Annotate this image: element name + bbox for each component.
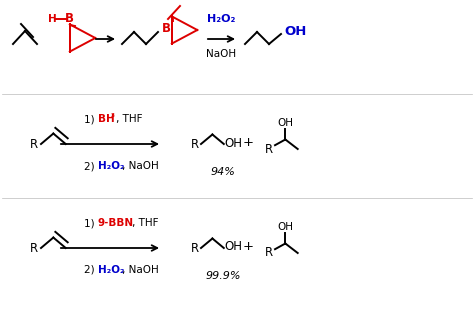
Text: H₂O₂: H₂O₂ [98,161,125,171]
Text: +: + [243,136,254,149]
Text: NaOH: NaOH [207,49,237,59]
Text: 1): 1) [84,218,98,228]
Text: 2): 2) [84,161,98,171]
Text: 9-BBN: 9-BBN [98,218,134,228]
Text: H₂O₂: H₂O₂ [98,265,125,275]
Text: 99.9%: 99.9% [205,271,241,281]
Text: , THF: , THF [117,114,143,124]
Text: B: B [162,21,171,34]
Text: R: R [30,137,38,150]
Text: OH: OH [277,118,293,128]
Text: R: R [265,246,273,259]
Text: OH: OH [225,137,243,149]
Text: R: R [191,137,199,150]
Text: H: H [47,14,56,24]
Text: R: R [30,241,38,254]
Text: +: + [243,240,254,252]
Text: OH: OH [277,222,293,232]
Text: 94%: 94% [210,167,236,177]
Text: B: B [64,13,73,26]
Text: R: R [265,143,273,155]
Text: ₃: ₃ [111,110,115,119]
Text: , NaOH: , NaOH [122,265,159,275]
Text: 2): 2) [84,265,98,275]
Text: R: R [191,241,199,254]
Text: OH: OH [284,25,306,38]
Text: OH: OH [225,240,243,253]
Text: BH: BH [98,114,115,124]
Text: , NaOH: , NaOH [122,161,159,171]
Text: H₂O₂: H₂O₂ [207,14,236,24]
Text: , THF: , THF [132,218,158,228]
Text: 1): 1) [84,114,98,124]
